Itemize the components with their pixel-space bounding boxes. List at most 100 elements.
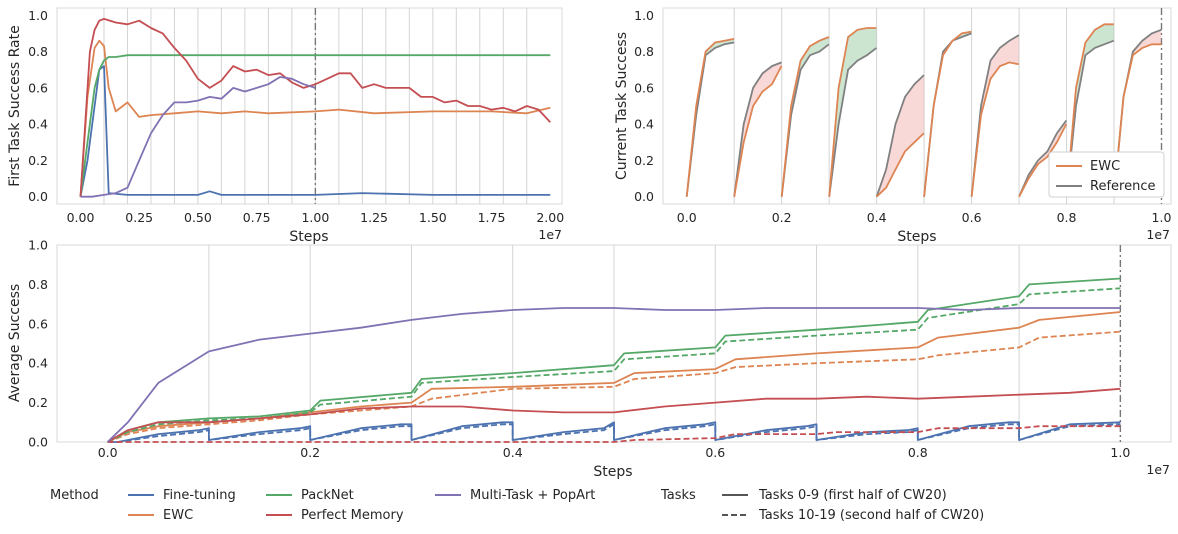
first_task-ytick-label: 0.8 (28, 44, 48, 59)
legend-perfect-memory-label: Perfect Memory (301, 508, 404, 523)
current-task-diff-fill (895, 96, 905, 170)
current-task-diff-fill (1094, 24, 1105, 48)
first_task-xtick-label: 1.00 (301, 210, 329, 225)
current-task-diff-fill (905, 84, 915, 152)
current_task-xtick-label: 0.8 (1057, 210, 1077, 225)
current-task-xlabel: Steps (897, 229, 936, 245)
first-task-series-packnet (79, 54, 551, 197)
current-task-diff-fill (848, 29, 858, 70)
current_task-xtick-label: 1.0 (1152, 210, 1172, 225)
legend-fine-tuning-label: Fine-tuning (163, 488, 236, 503)
average-ytick-label: 0.4 (28, 356, 48, 371)
current-task-reference-line (733, 61, 782, 197)
average-ytick-label: 0.6 (28, 316, 48, 331)
current-task-diff-fill (1009, 35, 1019, 65)
current-task-reference-line (828, 47, 877, 197)
first-task-series-perfect-memory (79, 17, 551, 197)
first_task-xtick-label: 1.50 (419, 210, 447, 225)
legend-method-title: Method (50, 488, 99, 503)
average-xtick-label: 0.0 (98, 445, 118, 460)
average-ylabel: Average Success (7, 284, 23, 402)
average-x-exponent: 1e7 (1146, 462, 1170, 477)
first_task-ytick-label: 1.0 (28, 8, 48, 23)
average-series-perfect-memory-first-half (107, 387, 1121, 443)
first_task-ytick-label: 0.6 (28, 80, 48, 95)
current-task-diff-fill (753, 73, 763, 106)
first-task-series-ewc (79, 39, 551, 197)
average-xtick-label: 1.0 (1110, 445, 1130, 460)
current_task-ytick-label: 0.8 (634, 44, 654, 59)
legend-multitask-label: Multi-Task + PopArt (470, 488, 595, 503)
current-task-ylabel: Current Task Success (614, 32, 630, 180)
current-task-ewc-line (970, 61, 1019, 197)
current-task-diff-fill (990, 47, 1000, 79)
average-xtick-label: 0.8 (908, 445, 928, 460)
first_task-ytick-label: 0.2 (28, 153, 48, 168)
current-task-ewc-line (1018, 123, 1068, 198)
current_task-ytick-label: 1.0 (634, 8, 654, 23)
current-task-ewc-line (733, 65, 783, 197)
average-xlabel: Steps (593, 464, 632, 480)
average-xtick-label: 0.6 (705, 445, 725, 460)
legend-ewc-label-bottom: EWC (163, 508, 193, 523)
current-task-reference-line (875, 74, 925, 197)
current_task-xtick-label: 0.6 (962, 210, 982, 225)
current-task-reference-line (685, 41, 735, 197)
current-task-x-exponent: 1e7 (1146, 227, 1170, 242)
first_task-xtick-label: 0.25 (125, 210, 153, 225)
average-series-multitask-first-half (106, 307, 1121, 443)
current-task-diff-fill (1104, 24, 1114, 45)
legend-packnet-label: PackNet (301, 488, 354, 503)
legend-reference-label: Reference (1090, 179, 1155, 194)
average-xtick-label: 0.2 (300, 445, 320, 460)
legend-ewc-label: EWC (1090, 159, 1120, 174)
first_task-ytick-label: 0.0 (28, 189, 48, 204)
average-ytick-label: 1.0 (28, 238, 48, 253)
first-task-x-exponent: 1e7 (538, 227, 562, 242)
first-task-chart: 0.00 0.25 0.50 0.75 1.00 1.25 1.50 1.75 2.00 0.0 0… (7, 7, 564, 245)
current_task-ytick-label: 0.6 (634, 80, 654, 95)
legend-tasks-first-half-label: Tasks 0-9 (first half of CW20) (758, 488, 947, 503)
current-task-legend: EWC Reference (1048, 151, 1165, 198)
current-task-ewc-line (1113, 43, 1162, 197)
first_task-xtick-label: 0.00 (67, 210, 95, 225)
legend-tasks-second-half-label: Tasks 10-19 (second half of CW20) (758, 508, 984, 523)
first_task-ytick-label: 0.4 (28, 117, 48, 132)
first-task-ylabel: First Task Success Rate (7, 25, 23, 187)
current_task-xtick-label: 0.4 (867, 210, 887, 225)
first_task-xtick-label: 1.25 (360, 210, 388, 225)
average-ytick-label: 0.8 (28, 277, 48, 292)
first_task-xtick-label: 0.75 (243, 210, 271, 225)
current_task-ytick-label: 0.2 (634, 153, 654, 168)
first-task-xlabel: Steps (289, 229, 328, 245)
average-ytick-label: 0.0 (28, 435, 48, 450)
method-legend: Method Fine-tuning EWC PackNet Perfect M… (50, 488, 984, 523)
first-task-plot-frame (56, 7, 563, 205)
first_task-xtick-label: 0.50 (184, 210, 212, 225)
current-task-diff-fill (838, 37, 849, 125)
current-task-diff-fill (743, 87, 754, 143)
average-series-packnet-second-half (107, 287, 1121, 443)
current-task-diff-fill (867, 28, 877, 56)
current-task-ewc-line (828, 27, 877, 197)
average-success-chart: 0.0 0.2 0.4 0.6 0.8 1.0 0.0 0.2 0.4 0.6 0.8 1.0 Ste… (7, 238, 1172, 480)
current-task-plot-frame (662, 7, 1172, 205)
current-task-ewc-line (875, 132, 925, 198)
current-task-ewc-line (685, 38, 735, 197)
average-xtick-label: 0.4 (503, 445, 523, 460)
average-ytick-label: 0.2 (28, 395, 48, 410)
current-task-reference-line (923, 32, 972, 197)
current-task-reference-line (1018, 119, 1068, 198)
legend-tasks-title: Tasks (660, 488, 696, 503)
average-series-fine-tuning-second-half (107, 423, 1121, 443)
current-task-chart: 0.0 0.2 0.4 0.6 0.8 1.0 0.0 0.2 0.4 0.6 0.8 1.0 Ste… (614, 7, 1172, 245)
average-series-ewc-second-half (107, 330, 1121, 443)
average-series-packnet-first-half (107, 277, 1121, 443)
current-task-reference-line (1065, 39, 1115, 197)
current-task-diff-fill (914, 75, 924, 143)
current-task-ewc-line (780, 36, 830, 197)
current-task-diff-fill (857, 28, 867, 61)
current-task-ewc-line (923, 30, 972, 197)
current_task-xtick-label: 0.2 (772, 210, 792, 225)
